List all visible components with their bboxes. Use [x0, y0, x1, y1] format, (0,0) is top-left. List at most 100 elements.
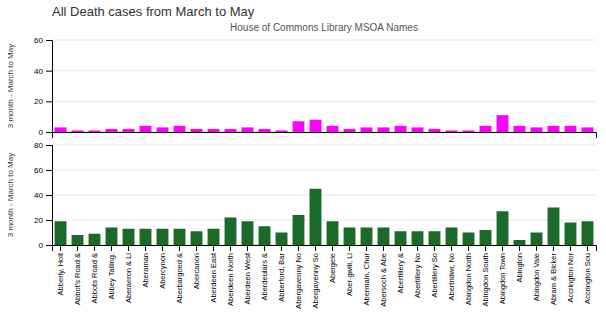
x-tick: Abberford, Bar — [277, 245, 286, 302]
y-tick: 20 — [34, 216, 52, 225]
x-tick: Accrington Sou — [583, 245, 592, 304]
tick-label: Aberdeen East — [209, 252, 218, 303]
tick-mark — [46, 132, 52, 133]
bar — [497, 211, 509, 245]
axis-line — [46, 146, 53, 246]
bar — [565, 126, 577, 132]
tick-mark — [179, 245, 180, 251]
x-tick: Abergavenny No — [294, 245, 303, 309]
tick-mark — [213, 245, 214, 251]
bar — [327, 126, 339, 132]
tick-label: Abram & Bicker — [549, 253, 558, 306]
bar — [548, 126, 560, 132]
x-tick: Abercanon — [192, 245, 201, 289]
tick-label: 0 — [39, 128, 44, 137]
x-tick: Abergavenny So — [311, 245, 320, 308]
bar — [123, 229, 135, 245]
tick-label: Abertridwr, No — [447, 253, 456, 301]
grid — [52, 40, 596, 132]
bar — [72, 235, 84, 245]
x-tick: Abertillery So — [430, 245, 439, 298]
tick-mark — [264, 245, 265, 251]
tick-label: Abingdon Vale — [532, 253, 541, 301]
x-tick: Aberbargoed & — [175, 245, 184, 303]
tick-mark — [46, 145, 52, 146]
y-tick: 40 — [34, 67, 52, 76]
tick-label: Abercynon — [158, 253, 167, 289]
x-tick: Abingdon North — [464, 245, 473, 305]
x-tick: Abbot's Road & — [73, 245, 82, 305]
plot: 0 20 40 60 3 month - March to May — [6, 36, 597, 138]
tick-label: 40 — [34, 67, 43, 76]
x-tick: Abertillery & — [396, 245, 405, 293]
grid-line — [52, 220, 596, 221]
tick-label: Abertillery No — [413, 253, 422, 298]
tick-mark — [519, 245, 520, 251]
tick-label: 60 — [34, 36, 43, 45]
y-tick: 40 — [34, 191, 52, 200]
tick-label: Abingdon Town — [498, 253, 507, 304]
x-tick: Aber-gwili, Ll — [345, 245, 354, 296]
bar — [361, 228, 373, 246]
bar — [89, 234, 101, 245]
tick-label: Aberdeulars & — [260, 253, 269, 301]
bar — [344, 228, 356, 246]
x-axis: Abberly, Holt Abbot's Road & Abbots Road &… — [53, 245, 597, 309]
bar — [480, 126, 492, 132]
x-axis — [53, 133, 597, 139]
bar — [293, 215, 305, 245]
tick-mark — [298, 245, 299, 251]
y-axis-title: 3 month - March to May — [6, 44, 15, 128]
tick-mark — [247, 245, 248, 251]
y-tick: 0 — [39, 241, 52, 250]
tick-mark — [417, 245, 418, 251]
tick-mark — [383, 245, 384, 251]
x-tick: Abercynon — [158, 245, 167, 289]
bar — [531, 127, 543, 132]
x-tick: Aberdeen North — [226, 245, 235, 306]
tick-label: Abertillery & — [396, 253, 405, 293]
y-axis: 0 20 40 60 80 — [34, 141, 52, 250]
y-tick: 0 — [39, 128, 52, 137]
bar — [259, 129, 271, 132]
tick-label: 20 — [34, 97, 43, 106]
bar — [378, 127, 390, 132]
grid-line — [52, 70, 596, 71]
bar — [174, 126, 186, 132]
tick-label: Aberdeen North — [226, 253, 235, 306]
bar — [106, 129, 118, 132]
tick-label: 20 — [34, 216, 43, 225]
tick-mark — [536, 245, 537, 251]
tick-label: Abergele — [328, 253, 337, 283]
bar — [548, 208, 560, 246]
bar — [463, 233, 475, 246]
tick-label: Abermain, Chur — [362, 253, 371, 306]
chart-root: All Death cases from March to MayHouse o… — [0, 0, 606, 325]
x-tick: Abertillery No — [413, 245, 422, 298]
tick-label: Abberly, Holt — [56, 252, 65, 295]
tick-mark — [468, 245, 469, 251]
bar — [344, 129, 356, 132]
tick-label: Accrington Nor — [566, 253, 575, 303]
x-tick: Abingdon Vale — [532, 245, 541, 301]
tick-mark — [434, 245, 435, 251]
x-tick: Abergele — [328, 245, 337, 283]
tick-mark — [332, 245, 333, 251]
tick-label: 40 — [34, 191, 43, 200]
x-tick: Abbey Talling. — [107, 245, 116, 300]
bar — [514, 240, 526, 245]
bar — [225, 129, 237, 132]
axis-line — [53, 133, 597, 139]
tick-mark — [94, 245, 95, 251]
bar — [378, 228, 390, 246]
bar — [191, 129, 203, 132]
bar — [242, 127, 254, 132]
axis-line — [53, 246, 597, 252]
x-tick: Aberdeulars & — [260, 245, 269, 301]
bar — [310, 189, 322, 245]
tick-label: 80 — [34, 141, 43, 150]
tick-label: 60 — [34, 166, 43, 175]
x-tick: Abbots Road & — [90, 245, 99, 303]
grid-line — [52, 145, 596, 146]
bar — [429, 129, 441, 132]
